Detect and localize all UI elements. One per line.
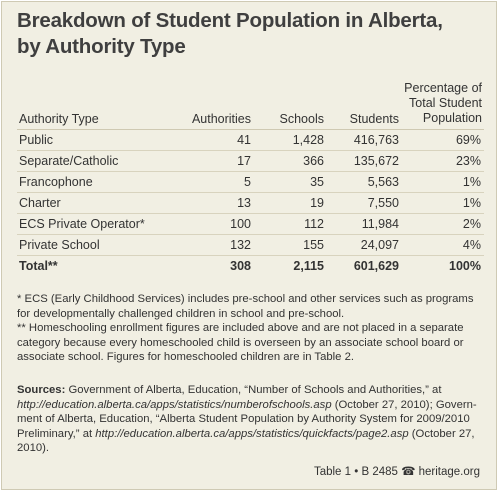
footnote-homeschool-line-3: associate school. Figures for homeschool… — [17, 351, 355, 363]
header-schools: Schools — [279, 112, 324, 126]
cell-percentage: 4% — [462, 238, 481, 252]
cell-authorities: 100 — [230, 217, 251, 231]
table-row: Private School 132 155 24,097 4% — [17, 235, 484, 256]
sources-url-1: http://education.alberta.ca/apps/statist… — [17, 398, 332, 411]
table-row: Charter 13 19 7,550 1% — [17, 193, 484, 214]
cell-authorities: 41 — [237, 133, 251, 147]
sources-line-2: http://education.alberta.ca/apps/statist… — [17, 398, 487, 413]
cell-type: Private School — [19, 238, 100, 252]
cell-type: ECS Private Operator* — [19, 217, 145, 231]
cell-schools: 35 — [310, 175, 324, 189]
sources-text-4b: (October 27, — [408, 427, 475, 440]
cell-type: Francophone — [19, 175, 93, 189]
header-percentage-line-1: Percentage of — [404, 81, 482, 95]
cell-authorities: 17 — [237, 154, 251, 168]
cell-percentage: 69% — [455, 133, 481, 147]
table-row: Francophone 5 35 5,563 1% — [17, 172, 484, 193]
sources-line-3: ment of Alberta, Education, “Alberta Stu… — [17, 413, 470, 425]
sources-text-4: Preliminary,” at — [17, 427, 96, 440]
title-line-2: by Authority Type — [17, 35, 186, 58]
cell-percentage: 2% — [462, 217, 481, 231]
footnote-homeschool-line-2: category because every homeschooled chil… — [17, 336, 464, 349]
cell-students: 7,550 — [367, 196, 399, 210]
header-authority-type: Authority Type — [19, 112, 99, 126]
footnote-ecs-line-2: for developmentally challenged children … — [17, 307, 345, 320]
footnote-homeschool-line-1: ** Homeschooling enrollment figures are … — [17, 322, 464, 334]
table-row: ECS Private Operator* 100 112 11,984 2% — [17, 214, 484, 235]
cell-students: 416,763 — [353, 133, 399, 147]
cell-percentage: 100% — [449, 259, 481, 273]
cell-percentage: 23% — [455, 154, 481, 168]
header-percentage: Percentage of Total Student Population — [404, 81, 482, 126]
cell-percentage: 1% — [462, 196, 481, 210]
cell-type: Public — [19, 133, 54, 147]
sources-text-1: Government of Alberta, Education, “Numbe… — [65, 384, 442, 396]
cell-type: Separate/Catholic — [19, 154, 119, 168]
cell-students: 601,629 — [353, 259, 399, 273]
sources-line-5: 2010). — [17, 442, 50, 454]
sources-url-2: http://education.alberta.ca/apps/statist… — [95, 427, 409, 440]
table-row: Separate/Catholic 17 366 135,672 23% — [17, 151, 484, 172]
cell-percentage: 1% — [462, 175, 481, 189]
table-total-row: Total** 308 2,115 601,629 100% — [17, 256, 484, 277]
cell-schools: 2,115 — [293, 259, 324, 273]
sources-text-2: (October 27, 2010); Govern- — [331, 398, 477, 411]
cell-authorities: 132 — [230, 238, 251, 252]
title-line-1: Breakdown of Student Population in Alber… — [17, 9, 443, 32]
header-authorities: Authorities — [191, 112, 251, 126]
header-students: Students — [349, 112, 399, 126]
cell-authorities: 5 — [244, 175, 251, 189]
cell-schools: 112 — [304, 217, 324, 231]
table-credit: Table 1 • B 2485 ☎ heritage.org — [313, 466, 480, 478]
cell-students: 5,563 — [367, 175, 399, 189]
cell-schools: 155 — [303, 238, 324, 252]
header-percentage-line-2: Total Student — [409, 96, 482, 110]
sources-label: Sources: — [17, 384, 66, 396]
header-percentage-line-3: Population — [422, 111, 482, 125]
table-row: Public 41 1,428 416,763 69% — [17, 130, 484, 151]
sources-line-1: Sources: Government of Alberta, Educatio… — [17, 383, 487, 398]
table-header-row: Authority Type Authorities Schools Stude… — [17, 109, 484, 130]
cell-schools: 19 — [310, 196, 324, 210]
sources-line-4: Preliminary,” at http://education.albert… — [17, 427, 487, 442]
cell-students: 11,984 — [361, 217, 399, 231]
cell-students: 24,097 — [360, 238, 399, 252]
cell-authorities: 13 — [237, 196, 251, 210]
cell-students: 135,672 — [353, 154, 399, 168]
cell-authorities: 308 — [230, 259, 251, 273]
cell-schools: 366 — [303, 154, 324, 168]
cell-schools: 1,428 — [292, 133, 324, 147]
footnote-ecs-line-1: * ECS (Early Childhood Services) include… — [17, 293, 474, 305]
sources: Sources: Government of Alberta, Educatio… — [17, 383, 487, 456]
footnotes: * ECS (Early Childhood Services) include… — [17, 292, 487, 365]
cell-type: Total** — [19, 259, 58, 273]
page-title: Breakdown of Student Population in Alber… — [17, 8, 443, 60]
cell-type: Charter — [19, 196, 61, 210]
